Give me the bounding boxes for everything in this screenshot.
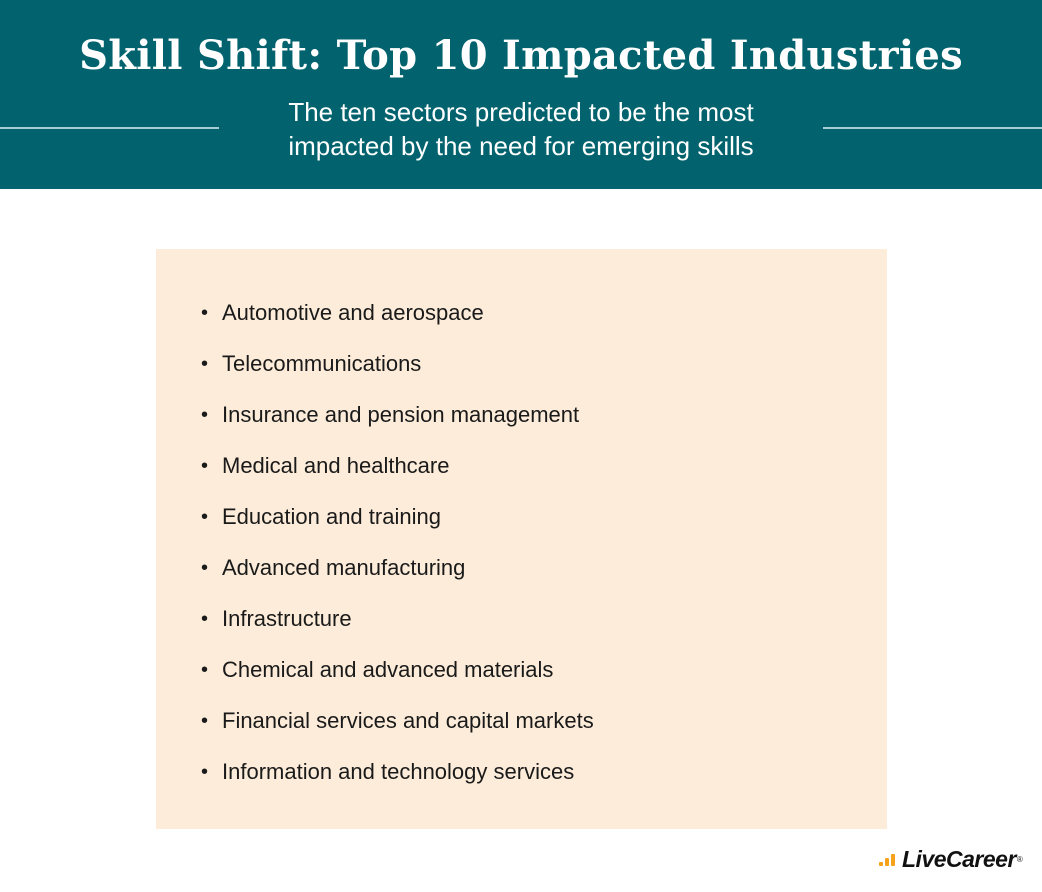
bullet-icon: •	[201, 608, 209, 630]
subtitle-line-1: The ten sectors predicted to be the most	[288, 97, 754, 127]
list-item: • Financial services and capital markets	[201, 703, 594, 754]
bullet-icon: •	[201, 710, 209, 732]
list-item: • Insurance and pension management	[201, 397, 594, 448]
livecareer-logo: LiveCareer ®	[879, 844, 1023, 874]
industry-label: Advanced manufacturing	[222, 555, 466, 580]
industries-panel: • Automotive and aerospace • Telecommunica…	[156, 249, 887, 829]
bullet-icon: •	[201, 506, 209, 528]
industry-label: Information and technology services	[222, 759, 575, 784]
industry-label: Telecommunications	[222, 351, 422, 376]
header-banner: Skill Shift: Top 10 Impacted Industries …	[0, 0, 1042, 189]
industry-label: Medical and healthcare	[222, 453, 450, 478]
list-item: • Advanced manufacturing	[201, 550, 594, 601]
industry-label: Education and training	[222, 504, 441, 529]
list-item: • Information and technology services	[201, 754, 594, 805]
list-item: • Chemical and advanced materials	[201, 652, 594, 703]
industry-label: Insurance and pension management	[222, 402, 580, 427]
bullet-icon: •	[201, 353, 209, 375]
list-item: • Medical and healthcare	[201, 448, 594, 499]
industry-label: Chemical and advanced materials	[222, 657, 554, 682]
list-item: • Education and training	[201, 499, 594, 550]
page-title: Skill Shift: Top 10 Impacted Industries	[79, 32, 963, 79]
logo-wordmark: LiveCareer	[902, 845, 1016, 872]
bullet-icon: •	[201, 659, 209, 681]
bullet-icon: •	[201, 404, 209, 426]
page-subtitle: The ten sectors predicted to be the most…	[232, 95, 810, 163]
list-item: • Automotive and aerospace	[201, 295, 594, 346]
bullet-icon: •	[201, 557, 209, 579]
list-item: • Infrastructure	[201, 601, 594, 652]
subtitle-line-2: impacted by the need for emerging skills	[288, 131, 754, 161]
registered-mark: ®	[1016, 854, 1023, 864]
bullet-icon: •	[201, 302, 209, 324]
bars-logo-icon	[879, 852, 899, 866]
industry-label: Automotive and aerospace	[222, 300, 484, 325]
industry-label: Infrastructure	[222, 606, 352, 631]
list-item: • Telecommunications	[201, 346, 594, 397]
industries-list: • Automotive and aerospace • Telecommunica…	[201, 295, 594, 805]
bullet-icon: •	[201, 455, 209, 477]
industry-label: Financial services and capital markets	[222, 708, 594, 733]
divider-right	[823, 127, 1042, 129]
divider-left	[0, 127, 219, 129]
bullet-icon: •	[201, 761, 209, 783]
